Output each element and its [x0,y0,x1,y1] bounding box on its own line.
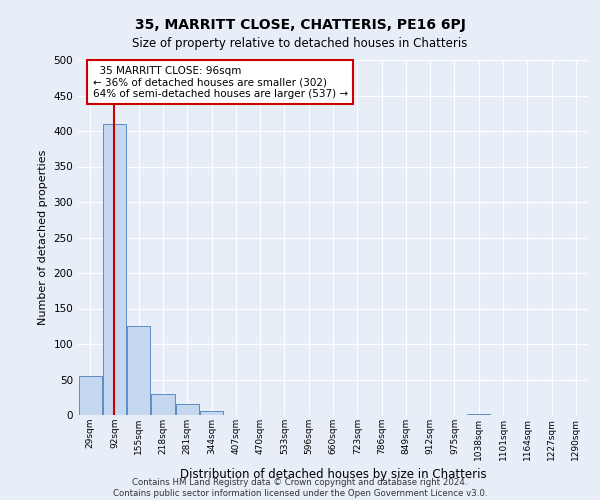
Bar [79,376,101,415]
Bar [103,124,126,415]
Bar [176,404,199,415]
Text: 35, MARRITT CLOSE, CHATTERIS, PE16 6PJ: 35, MARRITT CLOSE, CHATTERIS, PE16 6PJ [134,18,466,32]
Text: 35 MARRITT CLOSE: 96sqm
← 36% of detached houses are smaller (302)
64% of semi-d: 35 MARRITT CLOSE: 96sqm ← 36% of detache… [92,66,347,99]
Text: Size of property relative to detached houses in Chatteris: Size of property relative to detached ho… [133,38,467,51]
Bar [467,414,490,415]
X-axis label: Distribution of detached houses by size in Chatteris: Distribution of detached houses by size … [179,468,487,481]
Bar [200,412,223,415]
Bar [151,394,175,415]
Y-axis label: Number of detached properties: Number of detached properties [38,150,48,325]
Bar [127,326,150,415]
Text: Contains HM Land Registry data © Crown copyright and database right 2024.
Contai: Contains HM Land Registry data © Crown c… [113,478,487,498]
